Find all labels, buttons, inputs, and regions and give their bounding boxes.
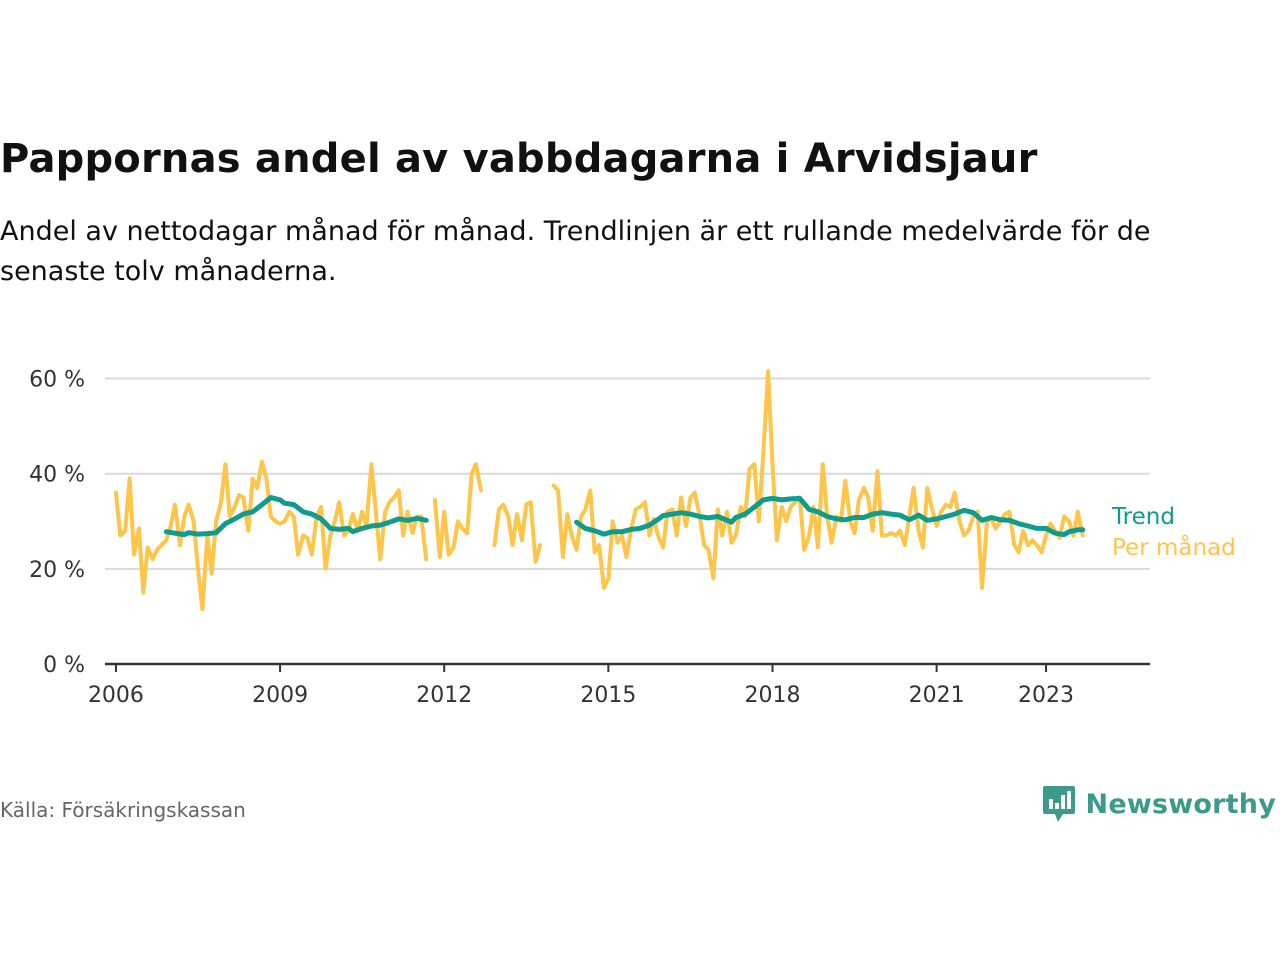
trend-line-segment-1 (574, 495, 1086, 538)
line-chart: 0 % 20 % 40 % 60 % 2006 2009 2012 2015 2018 2021… (29, 368, 1236, 708)
series-label: Per månad (1112, 533, 1236, 561)
brand-logo: Newsworthy (1042, 784, 1276, 824)
monthly-line-segment-3 (551, 369, 1085, 590)
y-tick-label: 20 % (29, 558, 85, 583)
source-note: Källa: Försäkringskassan (0, 798, 246, 822)
x-tick-label: 2012 (416, 683, 472, 708)
y-axis: 0 % 20 % 40 % 60 % (29, 368, 85, 678)
trend-line-segment-0 (163, 495, 429, 538)
monthly-line-segment-0 (113, 459, 429, 612)
x-tick-label: 2006 (88, 683, 144, 708)
chart-subtitle: Andel av nettodagar månad för månad. Tre… (0, 216, 1151, 287)
monthly-line-segment-1 (432, 462, 483, 559)
series-label: Trend (1111, 504, 1175, 530)
y-tick-label: 60 % (29, 368, 85, 393)
x-tick-label: 2021 (909, 683, 965, 708)
y-tick-label: 40 % (29, 463, 85, 488)
x-tick-label: 2015 (580, 683, 636, 708)
x-axis: 2006 2009 2012 2015 2018 2021 2023 (88, 662, 1150, 708)
x-tick-label: 2018 (744, 683, 800, 708)
grid (105, 377, 1150, 570)
newsworthy-logo-icon (1042, 786, 1075, 822)
chart-title: Pappornas andel av vabbdagarna i Arvidsj… (0, 136, 1038, 182)
x-tick-label: 2023 (1018, 683, 1074, 708)
series-area (113, 369, 1086, 612)
y-tick-label: 0 % (43, 653, 85, 678)
brand-name: Newsworthy (1085, 788, 1276, 820)
x-tick-label: 2009 (252, 683, 308, 708)
series-labels: Per månad Trend (1111, 504, 1236, 561)
monthly-line-segment-2 (492, 500, 542, 564)
